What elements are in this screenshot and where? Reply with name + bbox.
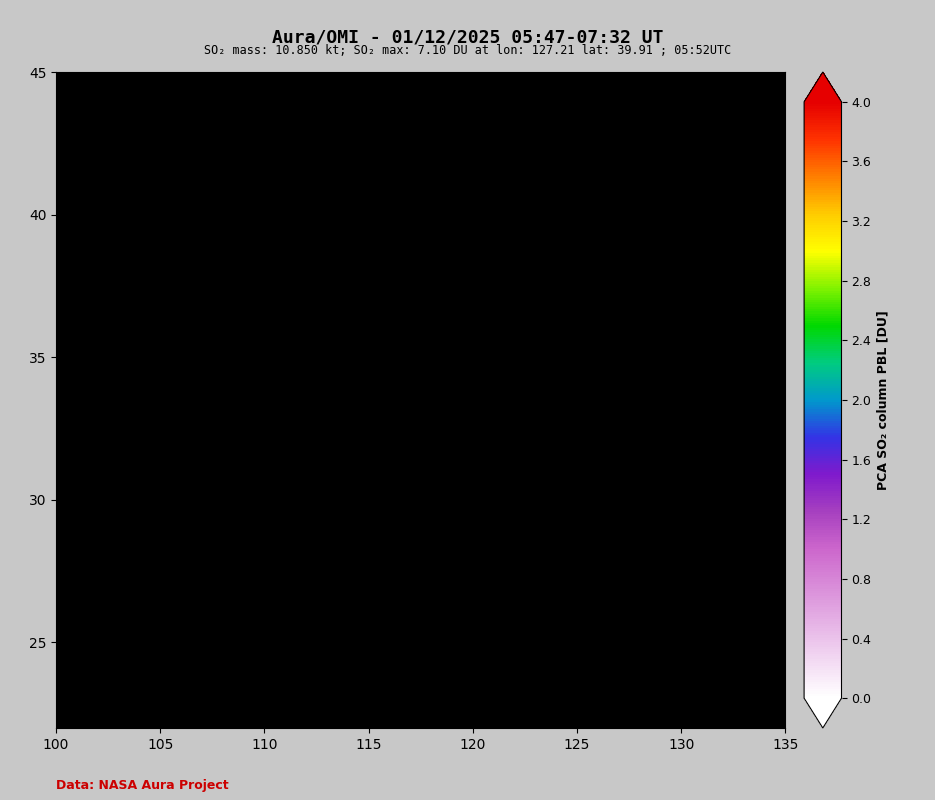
Text: Data: NASA Aura Project: Data: NASA Aura Project <box>56 779 229 792</box>
PathPatch shape <box>804 698 842 728</box>
PathPatch shape <box>804 72 842 102</box>
Text: SO₂ mass: 10.850 kt; SO₂ max: 7.10 DU at lon: 127.21 lat: 39.91 ; 05:52UTC: SO₂ mass: 10.850 kt; SO₂ max: 7.10 DU at… <box>204 44 731 57</box>
Text: Aura/OMI - 01/12/2025 05:47-07:32 UT: Aura/OMI - 01/12/2025 05:47-07:32 UT <box>272 28 663 46</box>
Y-axis label: PCA SO₂ column PBL [DU]: PCA SO₂ column PBL [DU] <box>877 310 890 490</box>
